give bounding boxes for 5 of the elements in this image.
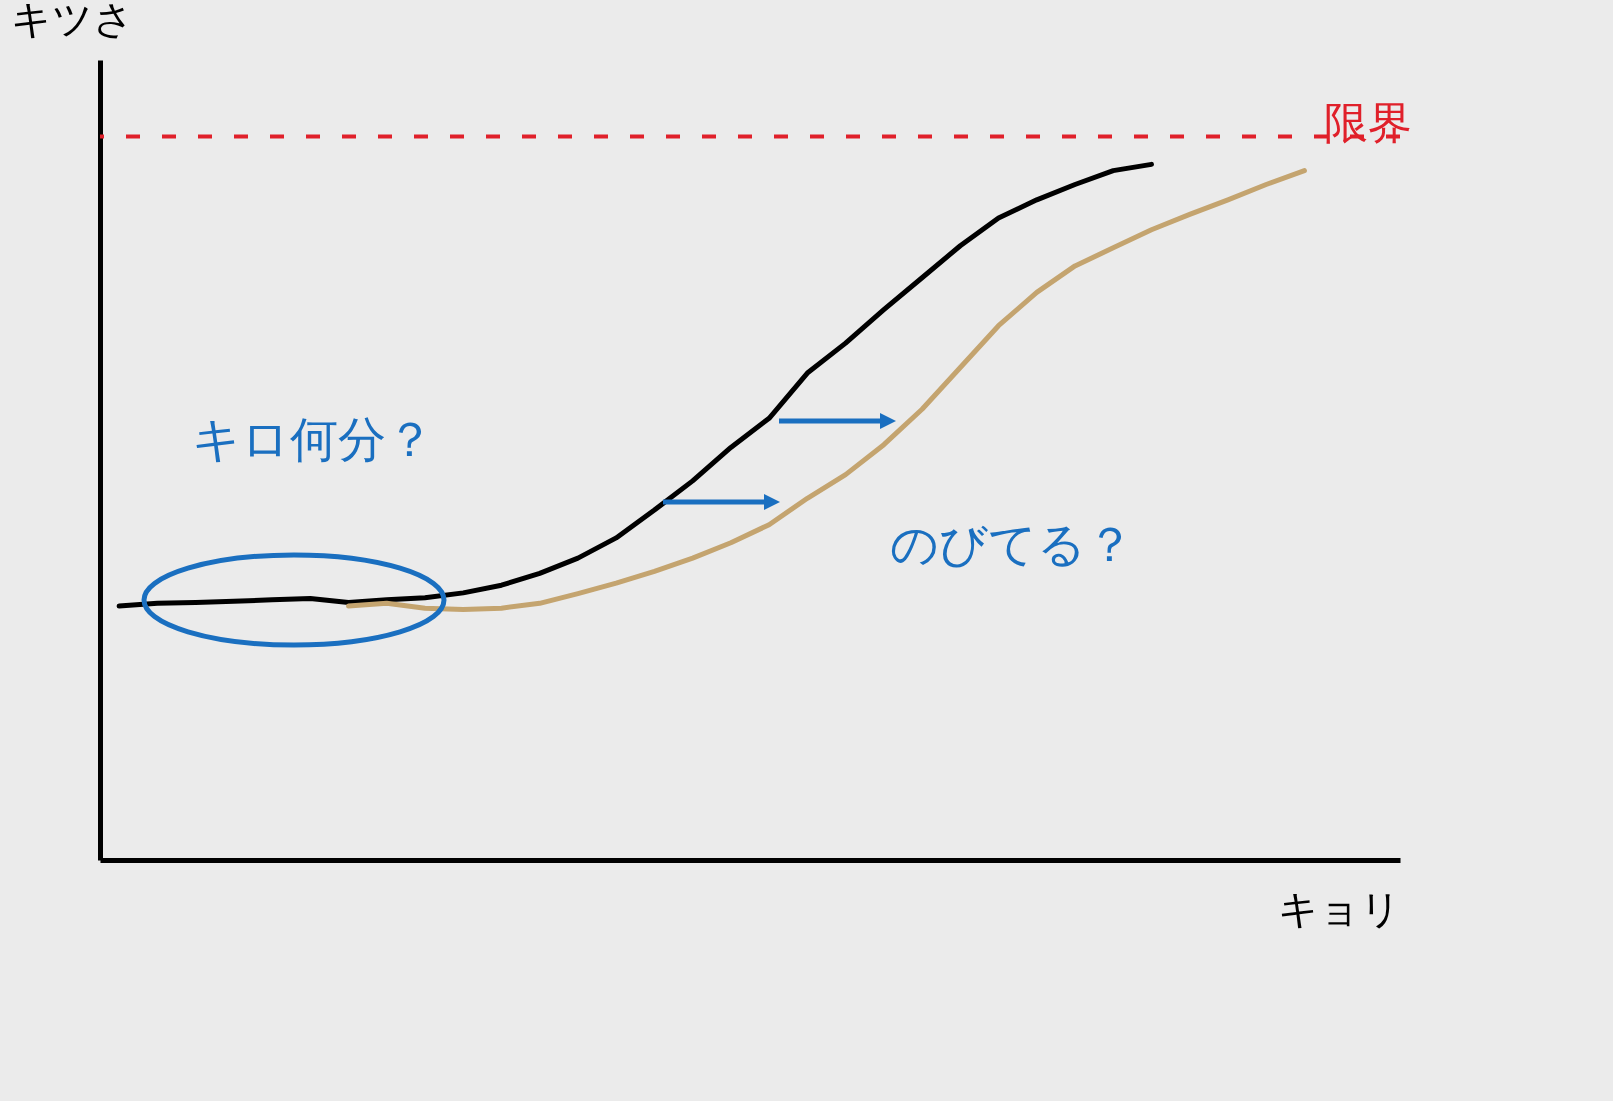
x-axis-title: キョリ: [1277, 885, 1401, 932]
annotation: のびてる？: [890, 516, 1134, 572]
ref-line-label: 限界: [1323, 96, 1412, 148]
annotation: キロ何分？: [192, 411, 434, 467]
y-axis-title: キツさ: [10, 0, 134, 42]
